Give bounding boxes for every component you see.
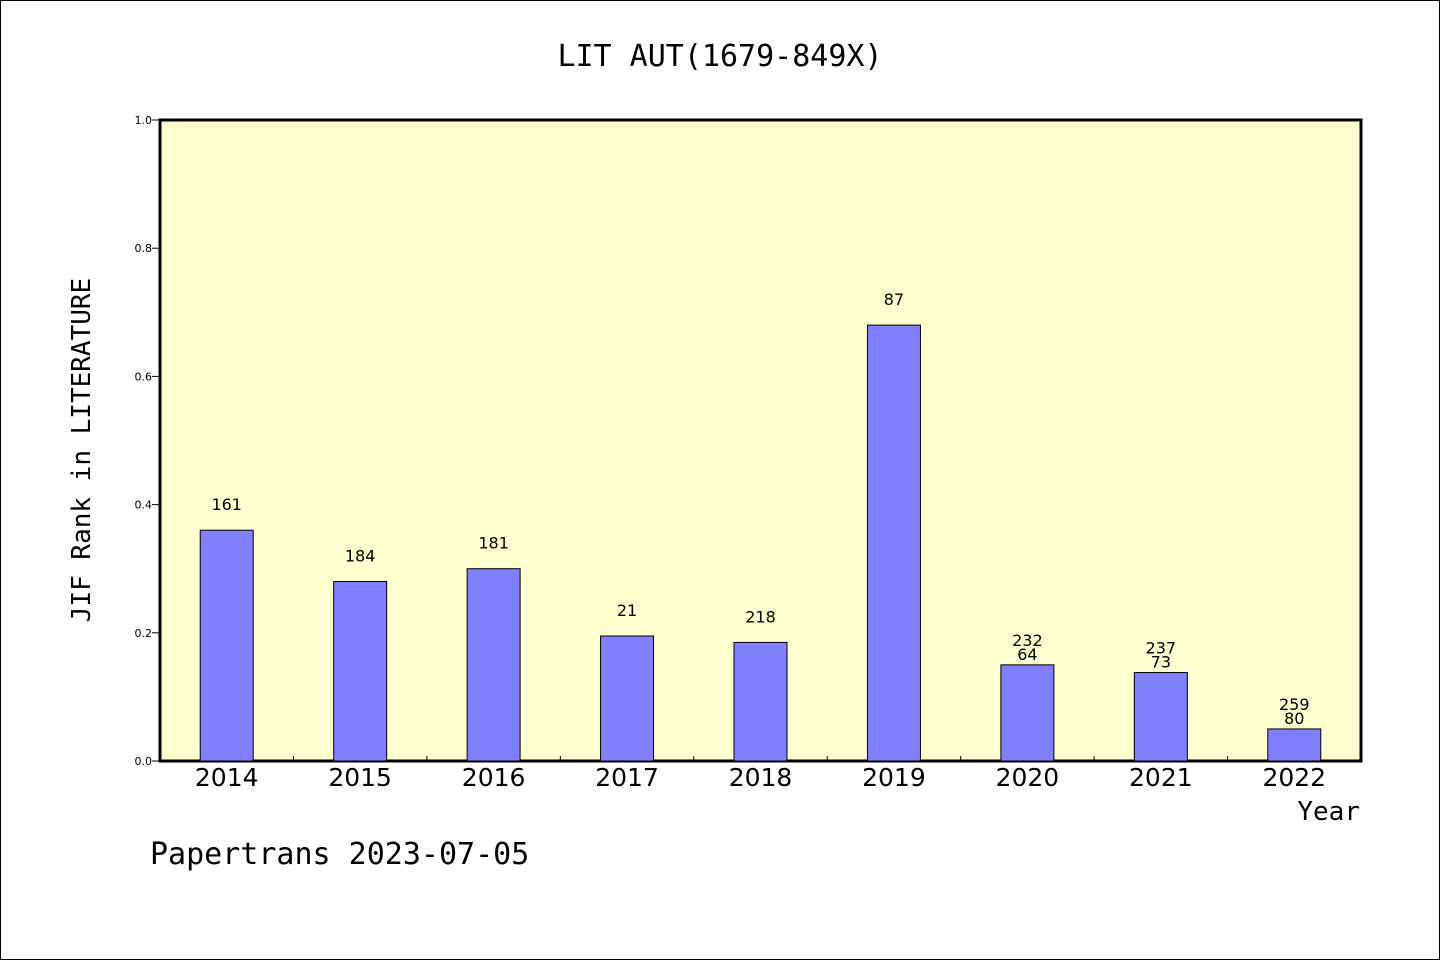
y-tick-label: 0.4	[135, 499, 153, 512]
y-axis-label: JIF Rank in LITERATURE	[67, 278, 97, 622]
y-tick-label: 0.8	[135, 242, 153, 255]
bar-data-label: 184	[345, 547, 376, 566]
x-tick-label: 2018	[729, 763, 793, 792]
x-tick-label: 2015	[328, 763, 392, 792]
chart-title: LIT AUT(1679-849X)	[557, 39, 882, 74]
footer-credit: Papertrans 2023-07-05	[150, 837, 529, 872]
y-tick-label: 0.0	[135, 755, 153, 768]
bar-2019	[866, 324, 921, 762]
bar-2018	[733, 641, 788, 762]
bar-2017	[600, 635, 655, 762]
y-tick-label: 0.6	[135, 370, 153, 383]
bar-data-label: 87	[884, 290, 904, 309]
x-tick-label: 2017	[595, 763, 659, 792]
bar-2015	[333, 581, 388, 762]
x-tick-label: 2019	[862, 763, 926, 792]
bar-2020	[1000, 664, 1055, 762]
bar-2014	[199, 529, 254, 762]
x-axis-ticks: 2014 2015 2016 2017 2018 2019 2020 2021 2022	[195, 756, 1326, 792]
bar-data-label: 237	[1146, 639, 1177, 658]
bar-data-label: 80	[1284, 709, 1304, 728]
x-axis-label: Year	[1297, 797, 1360, 827]
bar-data-label: 232	[1012, 631, 1043, 650]
bar-data-label: 218	[745, 607, 776, 626]
x-tick-label: 2020	[996, 763, 1060, 792]
bar-data-label: 64	[1017, 645, 1037, 664]
bar-2021	[1133, 672, 1188, 762]
bar-2016	[466, 568, 521, 762]
bar-data-label: 181	[478, 534, 509, 553]
x-tick-label: 2016	[462, 763, 526, 792]
bar-2022	[1267, 728, 1322, 762]
bar-data-label: 161	[211, 495, 242, 514]
y-axis-ticks: 0.0 0.2 0.4 0.6 0.8 1.0	[135, 114, 160, 768]
bar-data-label: 73	[1151, 653, 1171, 672]
bars	[199, 324, 1322, 762]
y-tick-label: 1.0	[135, 114, 153, 127]
x-tick-label: 2014	[195, 763, 259, 792]
x-tick-label: 2022	[1262, 763, 1326, 792]
y-tick-label: 0.2	[135, 627, 153, 640]
x-tick-label: 2021	[1129, 763, 1193, 792]
bar-data-label: 259	[1279, 695, 1310, 714]
bar-data-label: 21	[617, 601, 637, 620]
